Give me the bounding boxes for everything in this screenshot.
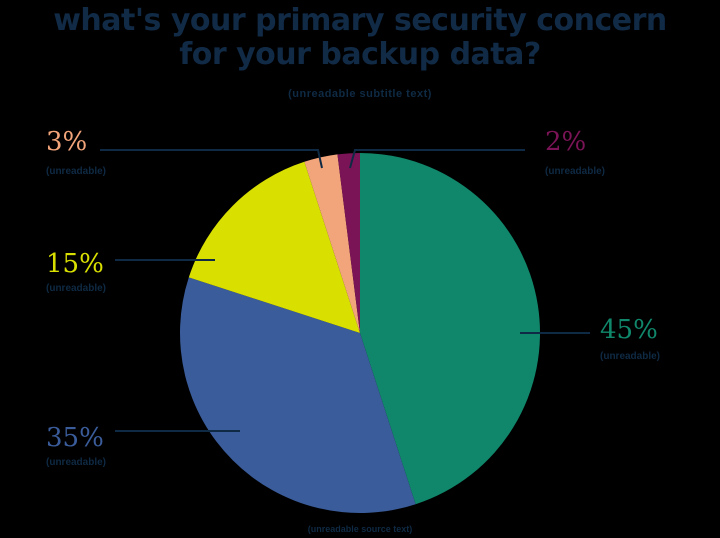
leader-line-3 xyxy=(100,149,323,169)
pie-slice xyxy=(188,161,360,333)
label-pct-3: 3% xyxy=(46,127,88,157)
label-caption-15: (unreadable) xyxy=(46,283,107,294)
pie-slice xyxy=(337,153,360,333)
chart-title-line2: for your backup data? xyxy=(179,37,541,72)
chart-subtitle: (unreadable subtitle text) xyxy=(288,88,432,100)
pie-slice xyxy=(360,153,540,505)
pie-slices xyxy=(179,153,540,513)
label-pct-35: 35% xyxy=(46,423,104,453)
leader-lines xyxy=(100,149,590,432)
leader-line-2 xyxy=(349,149,525,169)
chart-footer: (unreadable source text) xyxy=(307,524,413,534)
label-caption-35: (unreadable) xyxy=(46,457,107,468)
label-caption-2: (unreadable) xyxy=(545,166,606,177)
label-pct-2: 2% xyxy=(545,127,587,157)
pie-slice xyxy=(304,154,360,333)
label-pct-15: 15% xyxy=(46,249,104,279)
chart-title-line1: what's your primary security concern xyxy=(53,3,667,38)
pie-slice xyxy=(179,277,416,513)
label-caption-45: (unreadable) xyxy=(600,351,661,362)
label-caption-3: (unreadable) xyxy=(46,166,107,177)
label-pct-45: 45% xyxy=(600,315,658,345)
